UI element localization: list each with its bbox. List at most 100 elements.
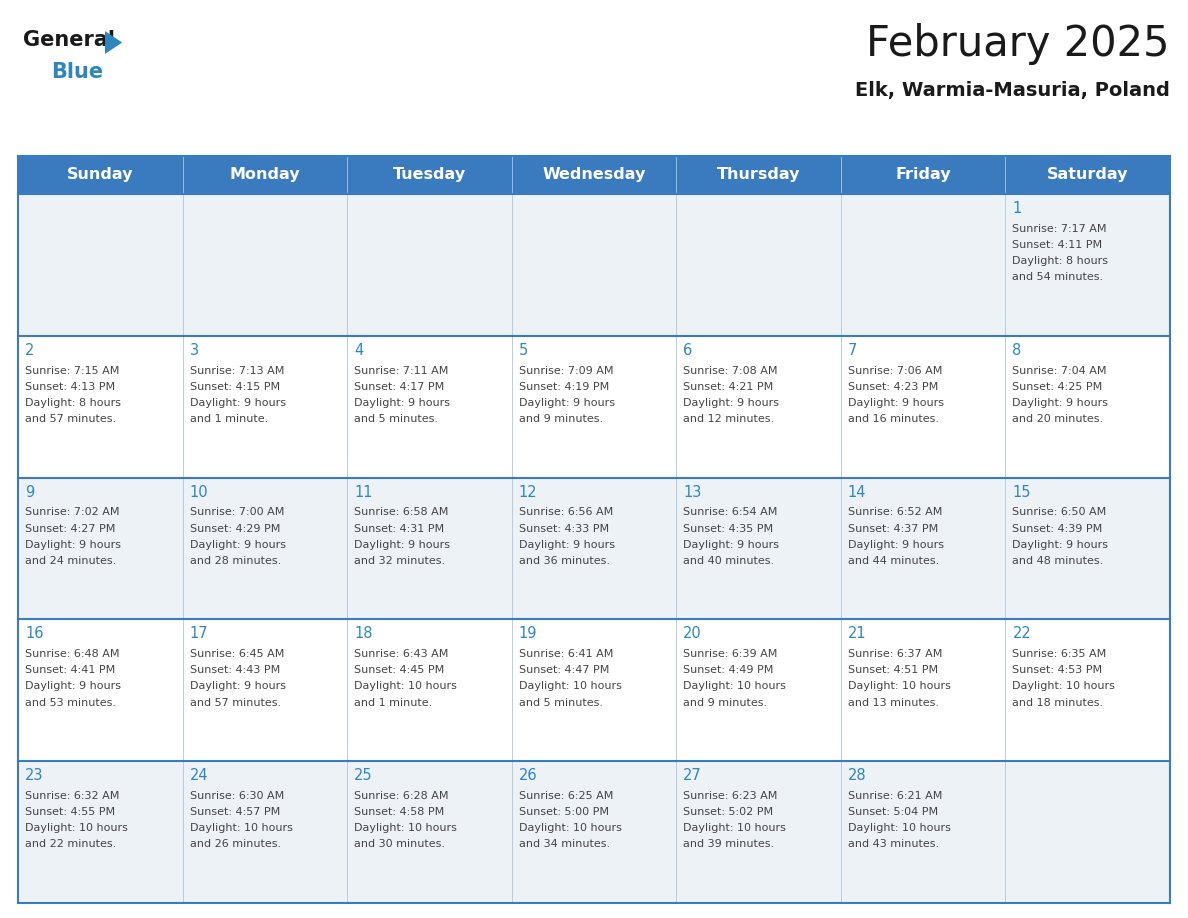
Text: Thursday: Thursday xyxy=(716,167,801,183)
Text: Sunset: 4:43 PM: Sunset: 4:43 PM xyxy=(190,666,280,676)
Text: Daylight: 10 hours: Daylight: 10 hours xyxy=(190,823,292,834)
Text: Wednesday: Wednesday xyxy=(542,167,646,183)
Text: and 54 minutes.: and 54 minutes. xyxy=(1012,273,1104,282)
Text: Daylight: 9 hours: Daylight: 9 hours xyxy=(25,540,121,550)
Text: 23: 23 xyxy=(25,768,44,783)
Text: Daylight: 10 hours: Daylight: 10 hours xyxy=(683,823,786,834)
Text: and 44 minutes.: and 44 minutes. xyxy=(848,555,939,565)
Text: Sunrise: 6:35 AM: Sunrise: 6:35 AM xyxy=(1012,649,1107,659)
Text: Sunset: 4:51 PM: Sunset: 4:51 PM xyxy=(848,666,939,676)
Text: 14: 14 xyxy=(848,485,866,499)
Text: Daylight: 9 hours: Daylight: 9 hours xyxy=(354,540,450,550)
Text: Daylight: 10 hours: Daylight: 10 hours xyxy=(848,823,950,834)
Text: Sunset: 4:11 PM: Sunset: 4:11 PM xyxy=(1012,240,1102,250)
Text: Sunset: 4:31 PM: Sunset: 4:31 PM xyxy=(354,523,444,533)
Text: 2: 2 xyxy=(25,342,34,358)
Text: Saturday: Saturday xyxy=(1047,167,1129,183)
Text: Daylight: 9 hours: Daylight: 9 hours xyxy=(848,540,943,550)
Text: Sunrise: 6:58 AM: Sunrise: 6:58 AM xyxy=(354,508,449,518)
Bar xyxy=(18,620,1170,761)
Text: Sunday: Sunday xyxy=(67,167,133,183)
Text: 6: 6 xyxy=(683,342,693,358)
Text: Sunset: 4:33 PM: Sunset: 4:33 PM xyxy=(519,523,608,533)
Bar xyxy=(18,477,1170,620)
Text: Daylight: 8 hours: Daylight: 8 hours xyxy=(1012,256,1108,266)
Text: 3: 3 xyxy=(190,342,198,358)
Text: Sunset: 5:02 PM: Sunset: 5:02 PM xyxy=(683,807,773,817)
Text: Daylight: 8 hours: Daylight: 8 hours xyxy=(25,397,121,408)
Text: and 43 minutes.: and 43 minutes. xyxy=(848,839,939,849)
Text: Sunset: 5:00 PM: Sunset: 5:00 PM xyxy=(519,807,608,817)
Text: Sunset: 4:23 PM: Sunset: 4:23 PM xyxy=(848,382,939,392)
Text: Sunrise: 7:13 AM: Sunrise: 7:13 AM xyxy=(190,365,284,375)
Text: Daylight: 9 hours: Daylight: 9 hours xyxy=(190,397,285,408)
Text: and 32 minutes.: and 32 minutes. xyxy=(354,555,446,565)
Text: Sunrise: 7:08 AM: Sunrise: 7:08 AM xyxy=(683,365,778,375)
Text: and 22 minutes.: and 22 minutes. xyxy=(25,839,116,849)
Text: and 57 minutes.: and 57 minutes. xyxy=(190,698,280,708)
Text: Daylight: 9 hours: Daylight: 9 hours xyxy=(354,397,450,408)
Text: Sunrise: 6:41 AM: Sunrise: 6:41 AM xyxy=(519,649,613,659)
Text: General: General xyxy=(23,30,115,50)
Text: and 34 minutes.: and 34 minutes. xyxy=(519,839,609,849)
Text: Daylight: 9 hours: Daylight: 9 hours xyxy=(848,397,943,408)
Text: and 24 minutes.: and 24 minutes. xyxy=(25,555,116,565)
Text: and 53 minutes.: and 53 minutes. xyxy=(25,698,116,708)
Text: 24: 24 xyxy=(190,768,208,783)
Text: 22: 22 xyxy=(1012,626,1031,642)
Text: 25: 25 xyxy=(354,768,373,783)
Text: Sunrise: 7:17 AM: Sunrise: 7:17 AM xyxy=(1012,224,1107,234)
Text: Sunrise: 7:00 AM: Sunrise: 7:00 AM xyxy=(190,508,284,518)
Text: and 18 minutes.: and 18 minutes. xyxy=(1012,698,1104,708)
Text: Daylight: 9 hours: Daylight: 9 hours xyxy=(683,540,779,550)
Text: 5: 5 xyxy=(519,342,527,358)
Text: Sunrise: 6:43 AM: Sunrise: 6:43 AM xyxy=(354,649,449,659)
Text: Daylight: 10 hours: Daylight: 10 hours xyxy=(354,823,457,834)
Text: Sunset: 4:39 PM: Sunset: 4:39 PM xyxy=(1012,523,1102,533)
Text: Sunrise: 6:25 AM: Sunrise: 6:25 AM xyxy=(519,791,613,801)
Text: 10: 10 xyxy=(190,485,208,499)
Text: Sunset: 4:15 PM: Sunset: 4:15 PM xyxy=(190,382,279,392)
Text: Daylight: 9 hours: Daylight: 9 hours xyxy=(683,397,779,408)
Text: Sunrise: 7:11 AM: Sunrise: 7:11 AM xyxy=(354,365,449,375)
Text: Sunrise: 6:23 AM: Sunrise: 6:23 AM xyxy=(683,791,778,801)
Text: Sunset: 4:55 PM: Sunset: 4:55 PM xyxy=(25,807,115,817)
Bar xyxy=(18,156,1170,194)
Text: Sunset: 4:35 PM: Sunset: 4:35 PM xyxy=(683,523,773,533)
Text: 18: 18 xyxy=(354,626,373,642)
Text: and 13 minutes.: and 13 minutes. xyxy=(848,698,939,708)
Text: 26: 26 xyxy=(519,768,537,783)
Text: Sunset: 5:04 PM: Sunset: 5:04 PM xyxy=(848,807,939,817)
Text: Sunrise: 7:09 AM: Sunrise: 7:09 AM xyxy=(519,365,613,375)
Text: Sunrise: 6:21 AM: Sunrise: 6:21 AM xyxy=(848,791,942,801)
Text: and 40 minutes.: and 40 minutes. xyxy=(683,555,775,565)
Text: Sunrise: 6:52 AM: Sunrise: 6:52 AM xyxy=(848,508,942,518)
Text: 12: 12 xyxy=(519,485,537,499)
Text: Sunset: 4:27 PM: Sunset: 4:27 PM xyxy=(25,523,115,533)
Text: Sunrise: 7:02 AM: Sunrise: 7:02 AM xyxy=(25,508,120,518)
Text: Sunrise: 7:06 AM: Sunrise: 7:06 AM xyxy=(848,365,942,375)
Text: Daylight: 10 hours: Daylight: 10 hours xyxy=(519,823,621,834)
Text: 20: 20 xyxy=(683,626,702,642)
Bar xyxy=(18,761,1170,903)
Text: and 1 minute.: and 1 minute. xyxy=(190,414,267,424)
Text: Sunrise: 7:15 AM: Sunrise: 7:15 AM xyxy=(25,365,119,375)
Text: and 20 minutes.: and 20 minutes. xyxy=(1012,414,1104,424)
Text: and 5 minutes.: and 5 minutes. xyxy=(519,698,602,708)
Text: Sunset: 4:19 PM: Sunset: 4:19 PM xyxy=(519,382,609,392)
Polygon shape xyxy=(105,31,122,54)
Text: Sunset: 4:37 PM: Sunset: 4:37 PM xyxy=(848,523,939,533)
Text: Sunrise: 7:04 AM: Sunrise: 7:04 AM xyxy=(1012,365,1107,375)
Text: Sunrise: 6:54 AM: Sunrise: 6:54 AM xyxy=(683,508,778,518)
Text: Blue: Blue xyxy=(51,62,103,83)
Text: Sunrise: 6:39 AM: Sunrise: 6:39 AM xyxy=(683,649,778,659)
Text: Sunrise: 6:32 AM: Sunrise: 6:32 AM xyxy=(25,791,119,801)
Text: and 48 minutes.: and 48 minutes. xyxy=(1012,555,1104,565)
Text: February 2025: February 2025 xyxy=(866,23,1170,65)
Text: 4: 4 xyxy=(354,342,364,358)
Text: Daylight: 10 hours: Daylight: 10 hours xyxy=(848,681,950,691)
Text: and 16 minutes.: and 16 minutes. xyxy=(848,414,939,424)
Text: and 5 minutes.: and 5 minutes. xyxy=(354,414,438,424)
Text: Daylight: 9 hours: Daylight: 9 hours xyxy=(519,397,614,408)
Text: 17: 17 xyxy=(190,626,208,642)
